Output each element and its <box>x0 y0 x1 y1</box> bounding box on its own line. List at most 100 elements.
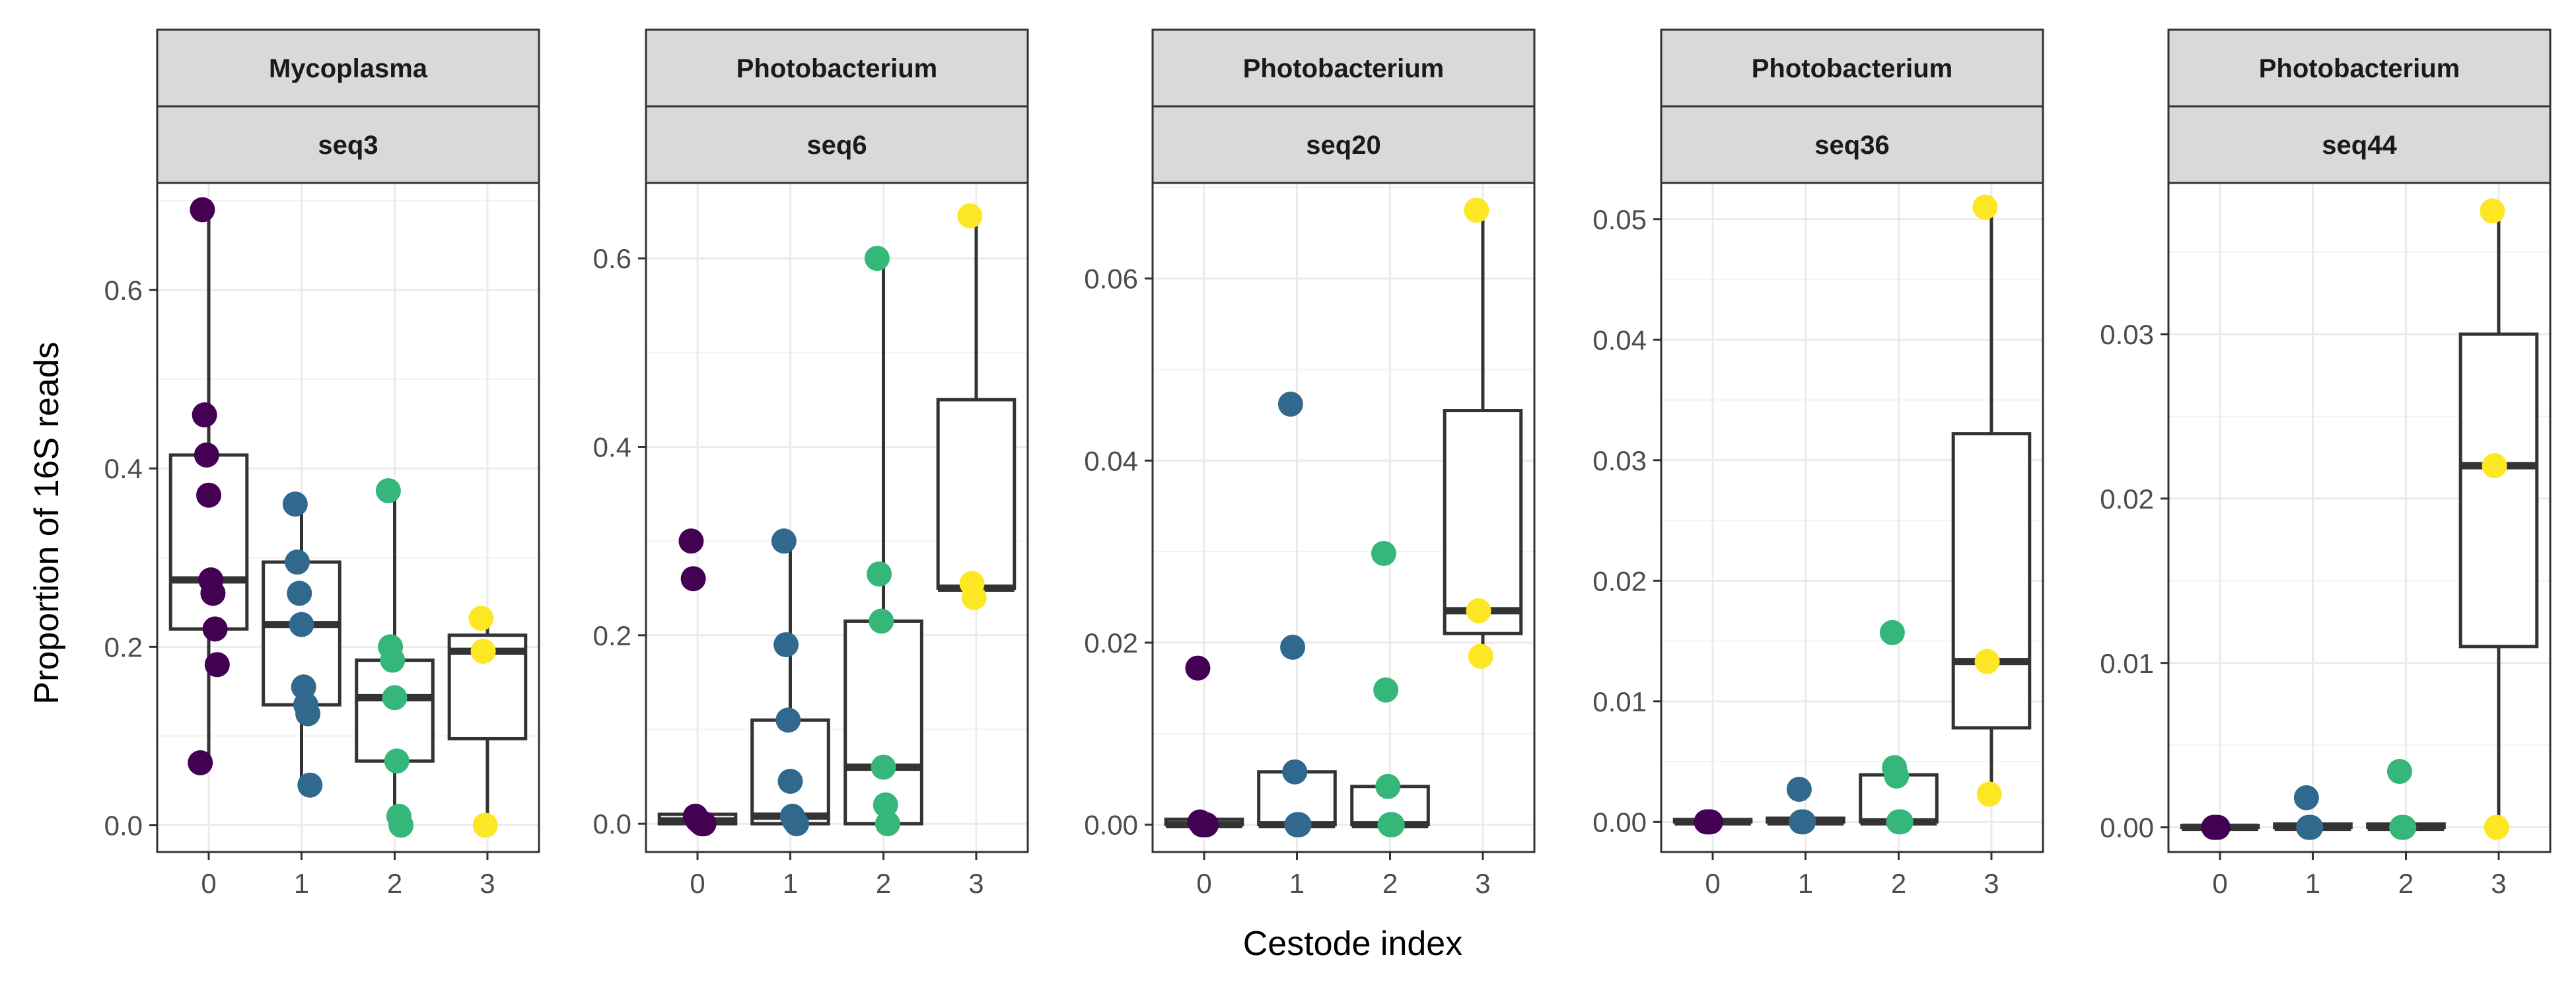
data-point-group-2 <box>875 811 900 837</box>
boxplot-group-3 <box>447 618 528 826</box>
data-point-group-2 <box>382 685 408 711</box>
data-point-group-2 <box>1888 809 1914 835</box>
x-tick-label: 3 <box>1984 868 1999 899</box>
data-point-group-3 <box>1974 649 2000 674</box>
x-tick-label: 3 <box>2491 868 2506 899</box>
data-point-group-1 <box>1786 777 1812 802</box>
y-tick-label: 0.02 <box>1084 627 1138 658</box>
panel-border <box>1151 182 1536 853</box>
box-iqr <box>355 658 435 763</box>
data-point-group-3 <box>1976 781 2002 807</box>
data-point-group-1 <box>1280 634 1306 660</box>
y-tick-label: 0.04 <box>1592 324 1647 355</box>
y-tick-label: 0.0 <box>104 810 143 841</box>
data-point-group-2 <box>375 478 401 503</box>
data-point-group-3 <box>2482 453 2507 479</box>
data-point-group-0 <box>678 528 704 554</box>
y-tick-label: 0.06 <box>1084 264 1138 295</box>
data-point-group-1 <box>2298 814 2324 840</box>
data-point-group-2 <box>1379 812 1405 837</box>
y-tick-label: 0.2 <box>593 620 631 651</box>
data-point-group-1 <box>1791 809 1816 835</box>
data-point-group-3 <box>1468 643 1493 669</box>
data-point-group-0 <box>691 811 717 837</box>
data-point-group-1 <box>1282 759 1308 785</box>
y-tick-label: 0.01 <box>2100 648 2154 679</box>
x-tick-label: 0 <box>1196 868 1211 899</box>
data-point-group-1 <box>2293 785 2319 810</box>
data-point-group-3 <box>468 606 494 631</box>
data-point-group-3 <box>1464 197 1489 223</box>
data-point-group-2 <box>1884 763 1910 789</box>
facet-strip-seq <box>645 105 1029 184</box>
x-tick-label: 0 <box>201 868 216 899</box>
data-point-group-1 <box>771 528 797 554</box>
y-tick-label: 0.02 <box>2100 483 2154 515</box>
data-point-group-0 <box>200 581 226 606</box>
facet-label-genus: Photobacterium <box>1243 54 1444 83</box>
data-point-group-1 <box>1286 812 1312 837</box>
data-point-group-3 <box>2484 814 2509 840</box>
data-point-group-2 <box>1371 540 1396 566</box>
panel-seq20: Photobacterium seq20 0.00 0.02 0.04 0.06 0 1 2 3 <box>1084 28 1536 899</box>
facet-label-genus: Mycoplasma <box>269 54 428 83</box>
data-point-group-1 <box>295 701 321 727</box>
y-tick-label: 0.4 <box>593 431 631 462</box>
x-tick-label: 1 <box>2305 868 2320 899</box>
facet-strip-genus <box>645 28 1029 108</box>
data-point-group-0 <box>1194 812 1219 837</box>
y-tick-label: 0.03 <box>1592 445 1647 476</box>
data-point-group-0 <box>1698 809 1723 835</box>
facet-label-genus: Photobacterium <box>1752 54 1952 83</box>
data-point-group-0 <box>192 402 217 428</box>
data-point-group-1 <box>297 772 323 798</box>
data-point-group-2 <box>864 246 890 271</box>
x-tick-label: 0 <box>2212 868 2227 899</box>
boxplot-group-3 <box>1443 210 1523 657</box>
data-point-group-1 <box>784 811 810 837</box>
x-tick-label: 3 <box>480 868 495 899</box>
x-tick-label: 3 <box>968 868 984 899</box>
data-point-group-3 <box>1972 194 1998 220</box>
x-tick-label: 0 <box>1705 868 1720 899</box>
data-point-group-2 <box>388 812 414 838</box>
x-tick-label: 2 <box>387 868 402 899</box>
data-point-group-2 <box>1879 620 1905 645</box>
facet-strip-genus <box>2167 28 2552 108</box>
panel-seq36: Photobacterium seq36 0.00 0.01 0.02 0.03 0.04 0… <box>1592 28 2044 899</box>
y-tick-label: 0.6 <box>593 243 631 274</box>
facet-label-seq: seq6 <box>806 131 867 160</box>
facet-label-genus: Photobacterium <box>2259 54 2460 83</box>
data-point-group-2 <box>380 647 406 673</box>
x-tick-label: 1 <box>1798 868 1813 899</box>
data-point-group-2 <box>869 608 894 634</box>
panel-seq44: Photobacterium seq44 0.00 0.01 0.02 0.03 0 1 2 3 <box>2100 28 2552 899</box>
data-point-group-0 <box>188 750 213 775</box>
box-iqr <box>1951 432 2032 730</box>
facet-strip-genus <box>1151 28 1536 108</box>
data-point-group-3 <box>961 585 987 610</box>
facet-label-seq: seq20 <box>1306 131 1380 160</box>
data-point-group-0 <box>190 197 215 223</box>
data-point-group-2 <box>873 792 898 818</box>
data-point-group-1 <box>1277 391 1303 417</box>
y-tick-label: 0.02 <box>1592 565 1647 596</box>
boxplot-group-3 <box>936 215 1017 598</box>
y-axis-title: Proportion of 16S reads <box>28 341 66 704</box>
x-tick-label: 2 <box>1891 868 1906 899</box>
data-point-group-0 <box>1185 655 1211 681</box>
x-tick-label: 1 <box>294 868 309 899</box>
data-point-group-2 <box>871 754 896 780</box>
data-point-group-1 <box>285 550 310 575</box>
y-tick-label: 0.05 <box>1592 204 1647 235</box>
data-point-group-3 <box>957 203 983 229</box>
x-tick-label: 2 <box>2398 868 2414 899</box>
data-point-group-3 <box>470 639 496 664</box>
x-tick-label: 2 <box>1382 868 1398 899</box>
data-point-group-0 <box>202 616 228 642</box>
data-point-group-2 <box>2391 814 2417 840</box>
x-tick-label: 2 <box>876 868 891 899</box>
y-tick-label: 0.0 <box>593 808 631 839</box>
